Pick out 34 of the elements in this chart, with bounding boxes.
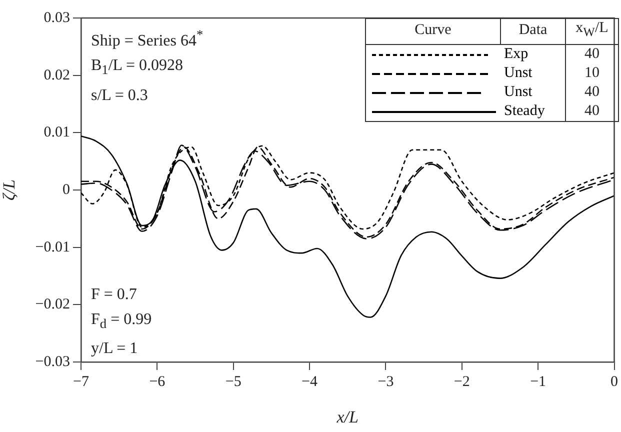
y-tick-label: 0.03 [44,10,70,26]
x-tick-label: −3 [378,374,394,390]
legend-label: Unst [504,65,534,82]
annotation: 40 [566,44,618,64]
y-tick-label: 0 [62,182,70,198]
annotation: F = 0.7 [91,285,138,305]
y-tick-label: −0.03 [35,354,70,370]
annotation: B$_{1}$/L = 0.0928 [91,56,184,80]
y-tick-label: −0.01 [35,239,70,256]
annotation: F$_{d}$ = 0.99 [91,310,152,334]
annotation: 40 [566,102,618,122]
legend-label: Steady [504,103,546,120]
annotation: Curve [366,18,500,44]
x-tick-label: −7 [73,374,90,390]
x-tick-label: −5 [225,374,242,390]
y-axis-title: ζ/L [0,179,19,201]
y-tick-label: −0.02 [35,296,70,313]
legend-label: Exp [504,46,530,63]
x-tick-label: −2 [454,374,470,390]
annotation: Ship = Series 64$^{*}$ [91,26,204,52]
x-tick-label: −4 [302,374,318,390]
y-tick-label: 0.01 [44,124,70,141]
x-tick-label: −1 [530,374,546,390]
y-tick-label: 0.02 [44,67,70,84]
annotation: y/L = 1 [91,339,139,360]
legend-label: Unst [504,84,534,101]
annotation: s/L = 0.3 [91,86,149,106]
annotation: 40 [566,83,618,102]
x-tick-label: −6 [149,374,166,390]
annotation: Data [500,18,566,44]
annotation: 10 [566,64,618,83]
x-tick-label: 0 [610,374,618,390]
x-axis-title: x/L [336,407,358,426]
annotation: x$_{W}$/L [566,18,618,44]
